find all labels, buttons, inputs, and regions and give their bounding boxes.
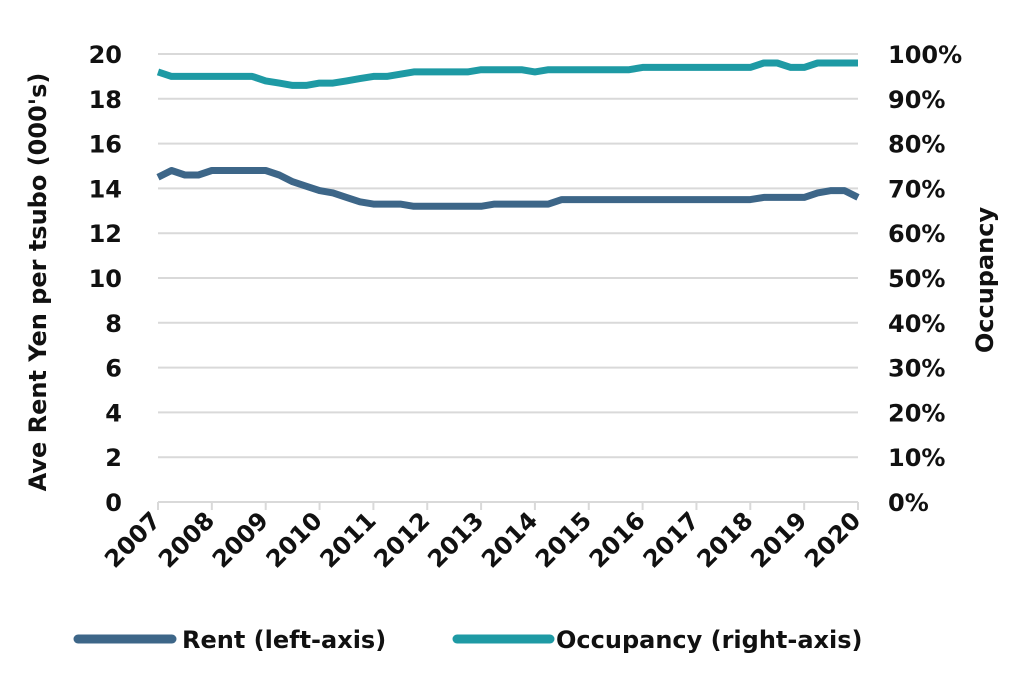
x-tick-label: 2018 [692,506,759,573]
y2-tick-label: 50% [888,265,945,293]
y-tick-label: 2 [105,444,122,472]
series-lines [156,59,860,210]
y2-tick-label: 40% [888,310,945,338]
left-axis-ticks: 0 2 4 6 8 10 12 14 16 18 20 [89,41,122,517]
legend-label: Occupancy (right-axis) [556,626,863,654]
x-tick-label: 2011 [315,506,382,573]
y2-tick-label: 10% [888,444,945,472]
y-tick-label: 12 [89,220,122,248]
y-tick-label: 18 [89,86,122,114]
x-tick-label: 2015 [530,506,597,573]
y-tick-label: 8 [105,310,122,338]
x-tick-label: 2010 [261,506,328,573]
y-tick-label: 10 [89,265,122,293]
y-tick-label: 6 [105,355,122,383]
legend: Rent (left-axis) Occupancy (right-axis) [73,626,863,654]
y2-tick-label: 70% [888,175,945,203]
y2-tick-label: 100% [888,41,962,69]
x-tick-label: 2016 [584,506,651,573]
x-tick-label: 2009 [207,506,274,573]
x-tick-label: 2020 [799,506,866,573]
x-tick-label: 2012 [368,506,435,573]
gridlines [158,53,858,503]
x-tick-label: 2019 [745,506,812,573]
y-tick-label: 20 [89,41,122,69]
y2-tick-label: 0% [888,489,929,517]
y-tick-label: 14 [89,175,122,203]
y2-tick-label: 60% [888,220,945,248]
y-tick-label: 4 [105,399,122,427]
rent-series-line [156,167,860,210]
y2-tick-label: 20% [888,399,945,427]
x-tick-label: 2017 [638,506,705,573]
x-tick-label: 2008 [153,506,220,573]
y2-tick-label: 80% [888,131,945,159]
right-axis-ticks: 0% 10% 20% 30% 40% 50% 60% 70% 80% 90% 100% [888,41,962,517]
x-axis-ticks: 2007200820092010201120122013201420152016… [99,502,866,573]
left-axis-title: Ave Rent Yen per tsubo (000's) [24,73,52,492]
right-axis-title: Occupancy [971,207,999,354]
x-tick-label: 2013 [422,506,489,573]
y2-tick-label: 90% [888,86,945,114]
x-tick-label: 2014 [476,506,543,573]
y-tick-label: 16 [89,131,122,159]
y2-tick-label: 30% [888,355,945,383]
legend-label: Rent (left-axis) [182,626,386,654]
y-tick-label: 0 [105,489,122,517]
occupancy-series-line [156,59,858,89]
